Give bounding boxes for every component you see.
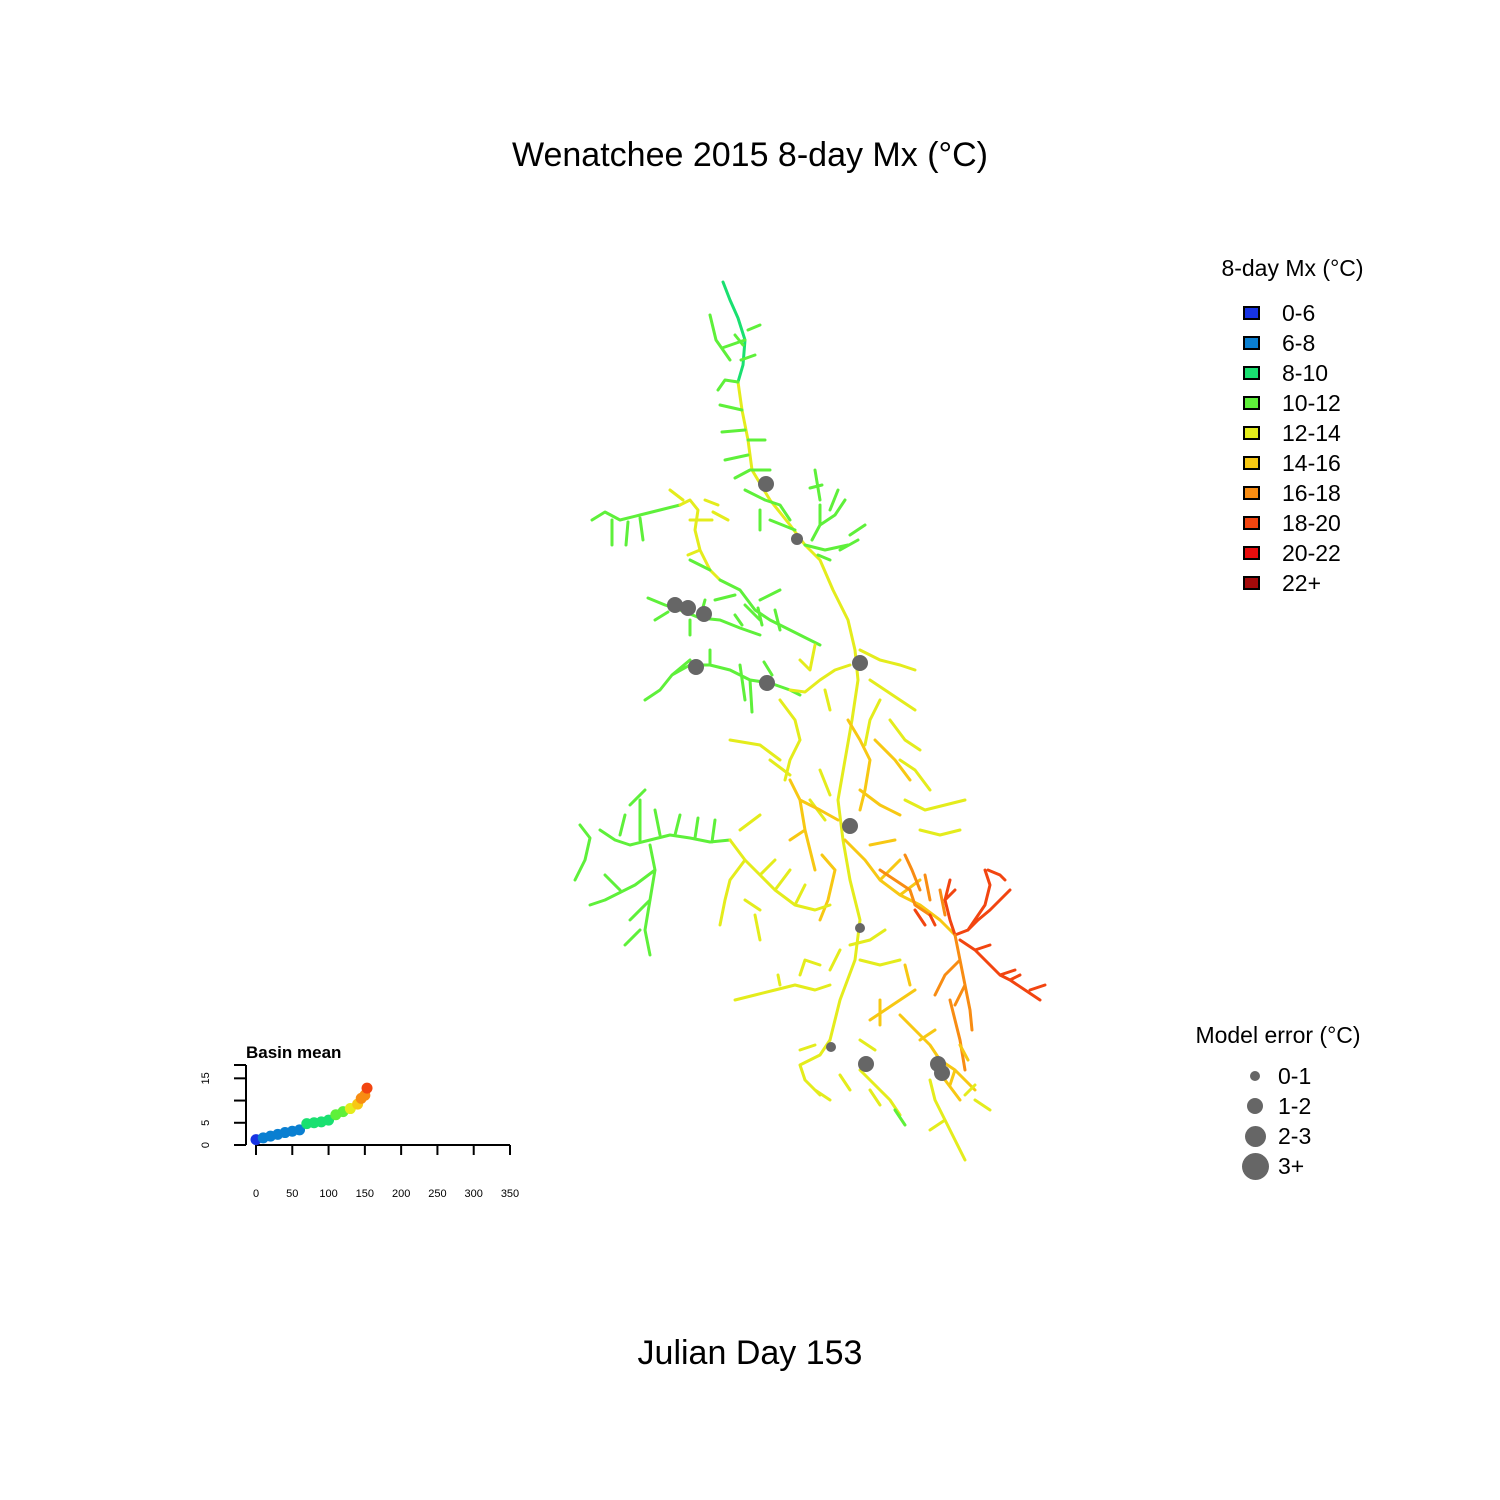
stream-segment xyxy=(688,488,822,647)
model-error-legend-title: Model error (°C) xyxy=(1195,1022,1361,1048)
inset-x-tick-label: 50 xyxy=(286,1188,298,1200)
stream-segment xyxy=(573,788,732,882)
inset-x-tick-label: 150 xyxy=(356,1188,374,1200)
legend-item-20-22: 20-22 xyxy=(1200,538,1385,568)
stream-segment xyxy=(788,778,840,922)
basin-mean-point xyxy=(361,1082,373,1094)
stream-segment xyxy=(728,698,832,822)
validation-site-marker xyxy=(855,923,865,933)
inset-x-tick-label: 300 xyxy=(465,1188,483,1200)
inset-y-tick-label: 0 xyxy=(200,1142,212,1148)
inset-x-tick-label: 100 xyxy=(319,1188,337,1200)
legend-item-14-16: 14-16 xyxy=(1200,448,1385,478)
inset-x-tick-label: 350 xyxy=(501,1188,519,1200)
basin-mean-chart: Basin mean 0 50 100 150 200 250 300 350 0 5 15 xyxy=(200,1043,519,1200)
error-item-0-1: 0-1 xyxy=(1178,1061,1378,1091)
stream-segment xyxy=(588,843,657,957)
inset-y-tick-label: 5 xyxy=(200,1120,212,1126)
validation-site-marker xyxy=(759,675,775,691)
stream-segment xyxy=(953,868,1047,1002)
stream-segment xyxy=(803,468,867,562)
temperature-legend-title: 8-day Mx (°C) xyxy=(1221,255,1364,281)
inset-tick-labels: 0 50 100 150 200 250 300 350 0 5 15 xyxy=(200,1072,519,1200)
legend-item-22-plus: 22+ xyxy=(1200,568,1385,598)
stream-segment xyxy=(938,1043,977,1102)
stream-segment xyxy=(858,648,967,837)
error-dot xyxy=(1250,1071,1260,1081)
legend-item-6-8: 6-8 xyxy=(1200,328,1385,358)
stream-segment xyxy=(643,648,802,714)
stream-segment xyxy=(788,643,852,712)
legend-swatch xyxy=(1243,486,1260,500)
legend-item-18-20: 18-20 xyxy=(1200,508,1385,538)
temperature-legend: 8-day Mx (°C) 0-6 6-8 8-10 10-12 12-14 1… xyxy=(1200,255,1385,598)
validation-site-marker xyxy=(696,606,712,622)
stream-segment xyxy=(843,718,957,937)
validation-site-marker xyxy=(688,659,704,675)
legend-swatch xyxy=(1243,516,1260,530)
legend-swatch xyxy=(1243,546,1260,560)
basin-mean-title: Basin mean xyxy=(246,1043,341,1062)
validation-site-marker xyxy=(934,1065,950,1081)
basin-mean-point xyxy=(294,1124,306,1136)
map-title: Wenatchee 2015 8-day Mx (°C) xyxy=(512,136,988,174)
inset-x-tick-label: 200 xyxy=(392,1188,410,1200)
stream-network xyxy=(573,280,1047,1162)
validation-site-marker xyxy=(852,655,868,671)
stream-segment xyxy=(928,1078,992,1162)
stream-segment xyxy=(913,878,957,937)
stream-segment xyxy=(933,933,974,1072)
error-item-2-3: 2-3 xyxy=(1178,1121,1378,1151)
inset-x-tick-label: 250 xyxy=(428,1188,446,1200)
inset-x-tick-label: 0 xyxy=(253,1188,259,1200)
inset-axes xyxy=(234,1064,511,1155)
error-dot xyxy=(1247,1098,1263,1114)
julian-day-label: Julian Day 153 xyxy=(637,1334,863,1372)
stream-segment xyxy=(590,503,682,547)
stream-segment xyxy=(708,313,762,362)
validation-site-marker xyxy=(842,818,858,834)
legend-swatch xyxy=(1243,426,1260,440)
validation-site-marker xyxy=(826,1042,836,1052)
validation-site-marker xyxy=(758,476,774,492)
legend-swatch xyxy=(1243,456,1260,470)
stream-segment xyxy=(878,853,947,917)
stream-segment xyxy=(668,488,730,582)
inset-y-tick-label: 15 xyxy=(200,1072,212,1084)
error-dot xyxy=(1241,1152,1269,1180)
legend-swatch xyxy=(1243,306,1260,320)
stream-segment xyxy=(733,928,902,1002)
validation-site-marker xyxy=(791,533,803,545)
legend-item-0-6: 0-6 xyxy=(1200,298,1385,328)
error-item-3-plus: 3+ xyxy=(1178,1151,1378,1181)
validation-site-marker xyxy=(858,1056,874,1072)
stream-segment xyxy=(716,378,772,480)
legend-item-12-14: 12-14 xyxy=(1200,418,1385,448)
legend-swatch xyxy=(1243,336,1260,350)
validation-sites xyxy=(667,476,950,1081)
legend-swatch xyxy=(1243,366,1260,380)
inset-points xyxy=(250,1082,373,1146)
validation-site-marker xyxy=(680,600,696,616)
error-dot xyxy=(1244,1125,1266,1147)
legend-item-8-10: 8-10 xyxy=(1200,358,1385,388)
stream-segment xyxy=(718,813,832,942)
validation-site-marker xyxy=(667,597,683,613)
legend-swatch xyxy=(1243,576,1260,590)
stream-segment xyxy=(798,1038,902,1117)
stream-segment xyxy=(721,280,747,384)
model-error-legend: Model error (°C) 0-1 1-2 2-3 3+ xyxy=(1178,1022,1378,1181)
stream-segment xyxy=(736,380,862,1042)
legend-item-10-12: 10-12 xyxy=(1200,388,1385,418)
legend-item-16-18: 16-18 xyxy=(1200,478,1385,508)
stream-segment xyxy=(868,963,942,1062)
error-item-1-2: 1-2 xyxy=(1178,1091,1378,1121)
stream-segment xyxy=(893,1108,907,1127)
legend-swatch xyxy=(1243,396,1260,410)
